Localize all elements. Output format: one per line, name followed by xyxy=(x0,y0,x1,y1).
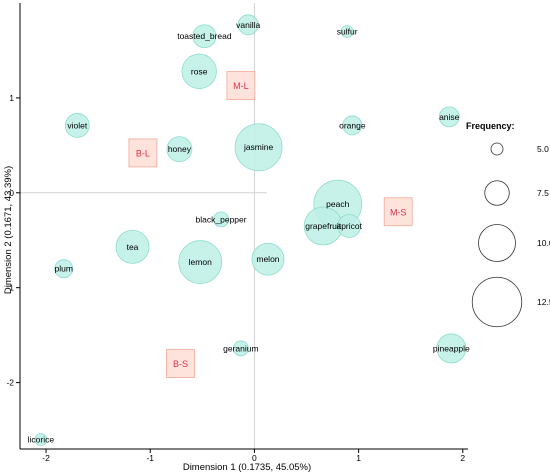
legend-circle xyxy=(471,276,523,328)
point-label-vanilla: vanilla xyxy=(236,20,260,30)
bubble-licorice xyxy=(34,433,48,446)
legend-label: 10.0 xyxy=(537,238,550,248)
legend-circle xyxy=(490,142,504,156)
group-box-m-l xyxy=(226,71,256,100)
group-box-m-s xyxy=(383,197,413,227)
point-label-rose: rose xyxy=(191,66,208,76)
bubble-tea xyxy=(115,229,150,264)
bubble-violet xyxy=(64,113,90,138)
axes: -2 -1 0 1 2 -2 -1 0 1 xyxy=(6,3,468,463)
legend-label: 5.0 xyxy=(537,144,549,154)
y-axis-label: Dimension 2 (0.1671, 43.39%) xyxy=(3,166,14,294)
bubble-apricot xyxy=(337,214,362,238)
group-label-m-l: M-L xyxy=(233,81,249,91)
bubble-black-pepper xyxy=(213,211,229,228)
point-label-apricot: apricot xyxy=(336,221,362,231)
legend-label: 12.5 xyxy=(537,297,550,307)
group-box-b-s xyxy=(166,349,195,378)
x-tick-label: 0 xyxy=(252,453,257,463)
bubble-orange xyxy=(342,115,363,136)
bubble-toasted-bread xyxy=(192,24,217,49)
point-label-plum: plum xyxy=(55,264,73,274)
point-label-pineapple: pineapple xyxy=(433,343,470,353)
point-label-geranium: geranium xyxy=(223,343,258,353)
bubble-vanilla xyxy=(237,14,259,36)
size-legend: Frequency: 5.0 7.5 10.0 12.5 xyxy=(466,121,550,328)
bubble-melon xyxy=(251,242,285,276)
point-label-peach: peach xyxy=(326,199,349,209)
x-tick-label: 2 xyxy=(460,453,465,463)
point-label-licorice: licorice xyxy=(28,435,55,445)
x-axis-label: Dimension 1 (0.1735, 45.05%) xyxy=(183,462,311,473)
group-box-layer: M-L B-L M-S B-S xyxy=(128,71,413,378)
bubble-plum xyxy=(54,259,74,279)
bubble-pineapple xyxy=(436,333,467,364)
point-label-melon: melon xyxy=(256,254,279,264)
x-tick-label: -2 xyxy=(42,453,50,463)
y-tick-label: 1 xyxy=(9,93,14,103)
group-label-b-s: B-S xyxy=(173,359,188,369)
point-label-sulfur: sulfur xyxy=(337,26,358,36)
y-tick-label: -2 xyxy=(6,378,14,388)
bubble-sulfur xyxy=(340,25,354,38)
reference-lines xyxy=(20,3,267,449)
point-label-black-pepper: black_pepper xyxy=(196,214,247,224)
legend-circle xyxy=(484,180,510,206)
point-label-lemon: lemon xyxy=(189,257,212,267)
point-label-toasted-bread: toasted_bread xyxy=(177,31,232,41)
bubble-honey xyxy=(166,136,193,163)
point-label-honey: honey xyxy=(168,144,192,154)
y-tick-label: -1 xyxy=(6,283,14,293)
point-label-orange: orange xyxy=(339,120,366,130)
point-label-grapefruit: grapefruit xyxy=(305,221,342,231)
point-label-jasmine: jasmine xyxy=(243,142,274,152)
legend-title: Frequency: xyxy=(466,121,515,131)
bubble-jasmine xyxy=(234,123,283,172)
bubble-layer xyxy=(34,14,467,446)
x-tick-label: -1 xyxy=(146,453,154,463)
legend-label: 7.5 xyxy=(537,188,549,198)
x-tick-label: 1 xyxy=(356,453,361,463)
group-label-m-s: M-S xyxy=(390,207,407,217)
legend-circle xyxy=(478,224,516,262)
point-label-anise: anise xyxy=(439,112,460,122)
bubble-geranium xyxy=(232,340,249,357)
y-tick-label: 0 xyxy=(9,188,14,198)
group-label-b-l: B-L xyxy=(136,148,150,158)
bubble-rose xyxy=(181,53,217,89)
bubble-anise xyxy=(438,106,460,128)
point-label-tea: tea xyxy=(127,242,139,252)
group-box-b-l xyxy=(128,138,158,168)
point-label-violet: violet xyxy=(67,120,87,130)
bubble-lemon xyxy=(178,240,223,284)
